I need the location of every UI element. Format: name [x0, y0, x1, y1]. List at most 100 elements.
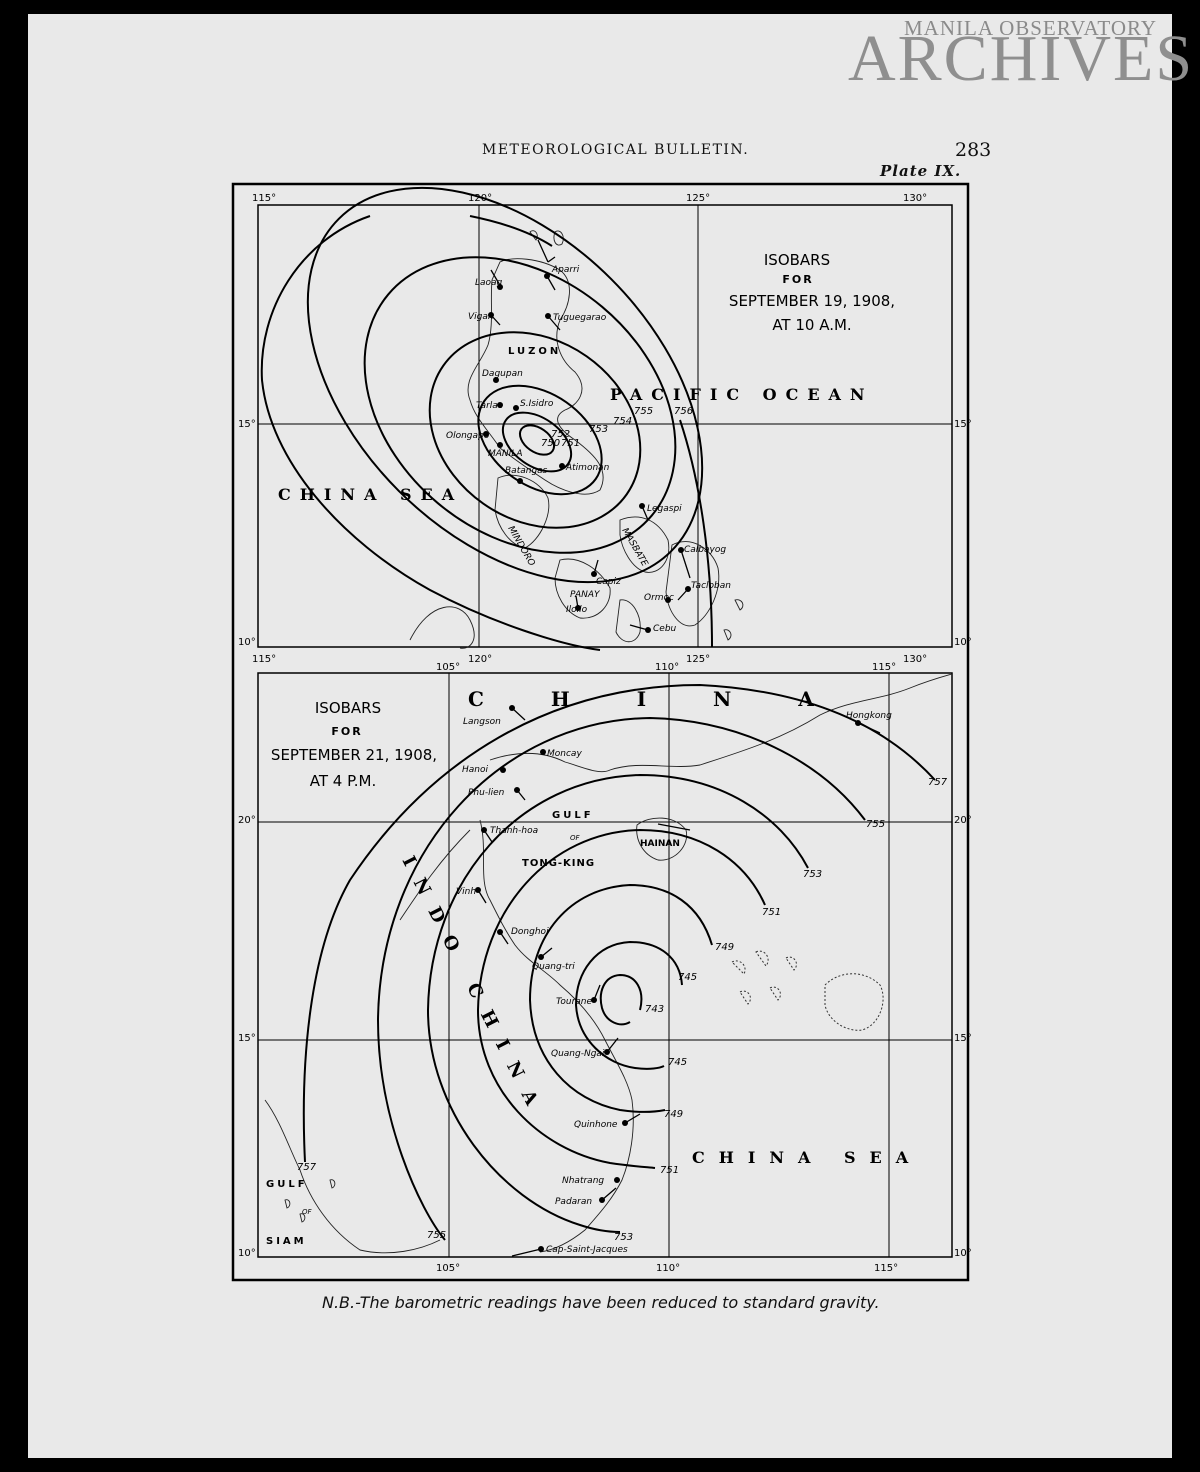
- bottom-isobar-743: [599, 973, 643, 1026]
- map-bottom: 105° 110° 115° 105° 110° 115° 20° 20° 15…: [238, 662, 972, 1274]
- top-title-line2: FOR: [782, 273, 813, 286]
- bulletin-title: METEOROLOGICAL BULLETIN.: [482, 142, 750, 158]
- bottom-isobar-753: [426, 773, 809, 1233]
- bottom-isobar-757: [302, 683, 936, 1163]
- top-wind-arrows: [490, 239, 691, 631]
- bottom-region-gulf-tongking-1: GULF: [552, 810, 594, 821]
- top-station-atimonan: Atimonan: [565, 463, 610, 473]
- top-isobar-753: [428, 331, 642, 529]
- map-top: 115° 120° 125° 130° 115° 120° 125° 130° …: [238, 186, 972, 665]
- bottom-region-gulf-siam-3: SIAM: [266, 1236, 307, 1247]
- top-isobar-756: [260, 215, 601, 651]
- bottom-station-thanh-hoa: Thanh-hoa: [490, 826, 538, 836]
- top-station-s-isidro: S.Isidro: [520, 399, 554, 409]
- top-isobar-751: [501, 411, 573, 473]
- top-region-pacific: PACIFIC OCEAN: [610, 385, 874, 404]
- top-station-ormoc: Ormoc: [644, 593, 674, 603]
- bottom-isobar-label-743: 743: [645, 1004, 664, 1015]
- bottom-station-padaran: Padaran: [555, 1197, 592, 1207]
- bottom-title-line4: AT 4 P.M.: [310, 772, 377, 790]
- bottom-region-china-sea: CHINA SEA: [692, 1148, 922, 1167]
- top-title-line1: ISOBARS: [764, 251, 830, 269]
- bottom-station-hongkong: Hongkong: [846, 711, 892, 721]
- top-lon-tick-130-top: 130°: [903, 193, 927, 204]
- bottom-station-nhatrang: Nhatrang: [562, 1176, 604, 1186]
- watermark-line1: MANILA OBSERVATORY: [904, 16, 1158, 40]
- bottom-isobar-label-745b: 745: [668, 1057, 687, 1068]
- top-station-manila: MANILA: [488, 449, 522, 459]
- bottom-station-langson: Langson: [463, 717, 501, 727]
- bottom-station-quang-ngai: Quang-Ngai: [551, 1049, 605, 1059]
- bottom-lon-tick-115-top: 115°: [872, 662, 896, 673]
- bottom-isobar-label-751b: 751: [660, 1165, 679, 1176]
- top-isobar-754: [363, 256, 677, 554]
- top-station-olongapo: Olongapo: [446, 431, 490, 441]
- bottom-isobar-label-755a: 755: [866, 819, 885, 830]
- bottom-isobars: [302, 683, 936, 1241]
- top-lon-tick-120-top: 120°: [468, 193, 492, 204]
- page-number: 283: [955, 139, 992, 161]
- bottom-isobar-label-753b: 753: [614, 1232, 633, 1243]
- bottom-lat-tick-20-left: 20°: [238, 815, 256, 826]
- bottom-lon-tick-115-bottom: 115°: [874, 1263, 898, 1274]
- top-title-line3: SEPTEMBER 19, 1908,: [729, 292, 895, 310]
- top-lon-tick-125-top: 125°: [686, 193, 710, 204]
- bottom-station-tourane: Tourane: [556, 997, 593, 1007]
- bottom-isobar-label-749a: 749: [715, 942, 734, 953]
- bottom-isobar-label-749b: 749: [664, 1109, 683, 1120]
- bottom-isobar-label-745a: 745: [678, 972, 697, 983]
- top-isobar-label-756: 756: [674, 406, 693, 417]
- top-isobar-label-752: 752: [551, 429, 570, 440]
- paracel-islands: [731, 950, 884, 1031]
- top-isobar-label-754: 754: [613, 416, 632, 427]
- bottom-isobar-755: [376, 716, 866, 1241]
- top-isobar-755: [306, 186, 704, 584]
- bottom-station-cap-saint-jacques: Cap-Saint-Jacques: [546, 1245, 628, 1255]
- top-station-capiz: Capiz: [596, 577, 621, 587]
- top-isobar-label-755: 755: [634, 406, 653, 417]
- bottom-lon-tick-105-bottom: 105°: [436, 1263, 460, 1274]
- bottom-station-vinh: Vinh: [456, 887, 476, 897]
- bottom-wind-arrows: [477, 707, 881, 1257]
- top-lon-tick-115-bottom: 115°: [252, 654, 276, 665]
- bottom-isobar-749: [528, 883, 713, 1113]
- top-station-calbayog: Calbayog: [684, 545, 726, 555]
- bottom-isobar-751: [476, 828, 766, 1169]
- top-isobar-750: [518, 424, 556, 456]
- plate-label: Plate IX.: [880, 162, 962, 180]
- footnote: N.B.-The barometric readings have been r…: [322, 1293, 880, 1312]
- top-lon-tick-125-bottom: 125°: [686, 654, 710, 665]
- top-region-panay: PANAY: [570, 590, 601, 600]
- bottom-lon-tick-105-top: 105°: [436, 662, 460, 673]
- bottom-region-gulf-tongking-2: OF: [570, 834, 581, 842]
- top-station-tarlac: Tarlac: [476, 401, 503, 411]
- top-lon-tick-120-bottom: 120°: [468, 654, 492, 665]
- indochina-coastline: [264, 673, 953, 1254]
- map-top-frame: [257, 204, 953, 648]
- bottom-lat-tick-15-right: 15°: [954, 1033, 972, 1044]
- bottom-station-moncay: Moncay: [547, 749, 582, 759]
- top-station-cebu: Cebu: [653, 624, 677, 634]
- bottom-title-line1: ISOBARS: [315, 699, 381, 717]
- top-station-laoag: Laoag: [475, 278, 503, 288]
- top-lat-tick-15-left: 15°: [238, 419, 256, 430]
- bottom-region-gulf-tongking-3: TONG-KING: [522, 858, 595, 869]
- top-station-aparri: Aparri: [551, 265, 580, 275]
- bottom-isobar-745: [574, 940, 683, 1070]
- top-station-iloilo: Iloilo: [566, 605, 588, 615]
- top-station-legaspi: Legaspi: [647, 504, 682, 514]
- bottom-isobar-label-755b: 755: [427, 1230, 446, 1241]
- top-lat-tick-10-right: 10°: [954, 637, 972, 648]
- top-lat-tick-10-left: 10°: [238, 637, 256, 648]
- bottom-title-line3: SEPTEMBER 21, 1908,: [271, 746, 437, 764]
- bottom-isobar-label-751a: 751: [762, 907, 781, 918]
- bottom-isobar-label-757a: 757: [928, 777, 948, 788]
- bottom-lon-tick-110-top: 110°: [655, 662, 679, 673]
- top-station-batangas: Batangas: [505, 466, 548, 476]
- bottom-lon-tick-110-bottom: 110°: [656, 1263, 680, 1274]
- plate-border: [231, 182, 970, 1282]
- map-bottom-frame: [257, 672, 953, 1258]
- top-region-china-sea: CHINA SEA: [278, 485, 463, 504]
- bottom-isobar-label-753a: 753: [803, 869, 822, 880]
